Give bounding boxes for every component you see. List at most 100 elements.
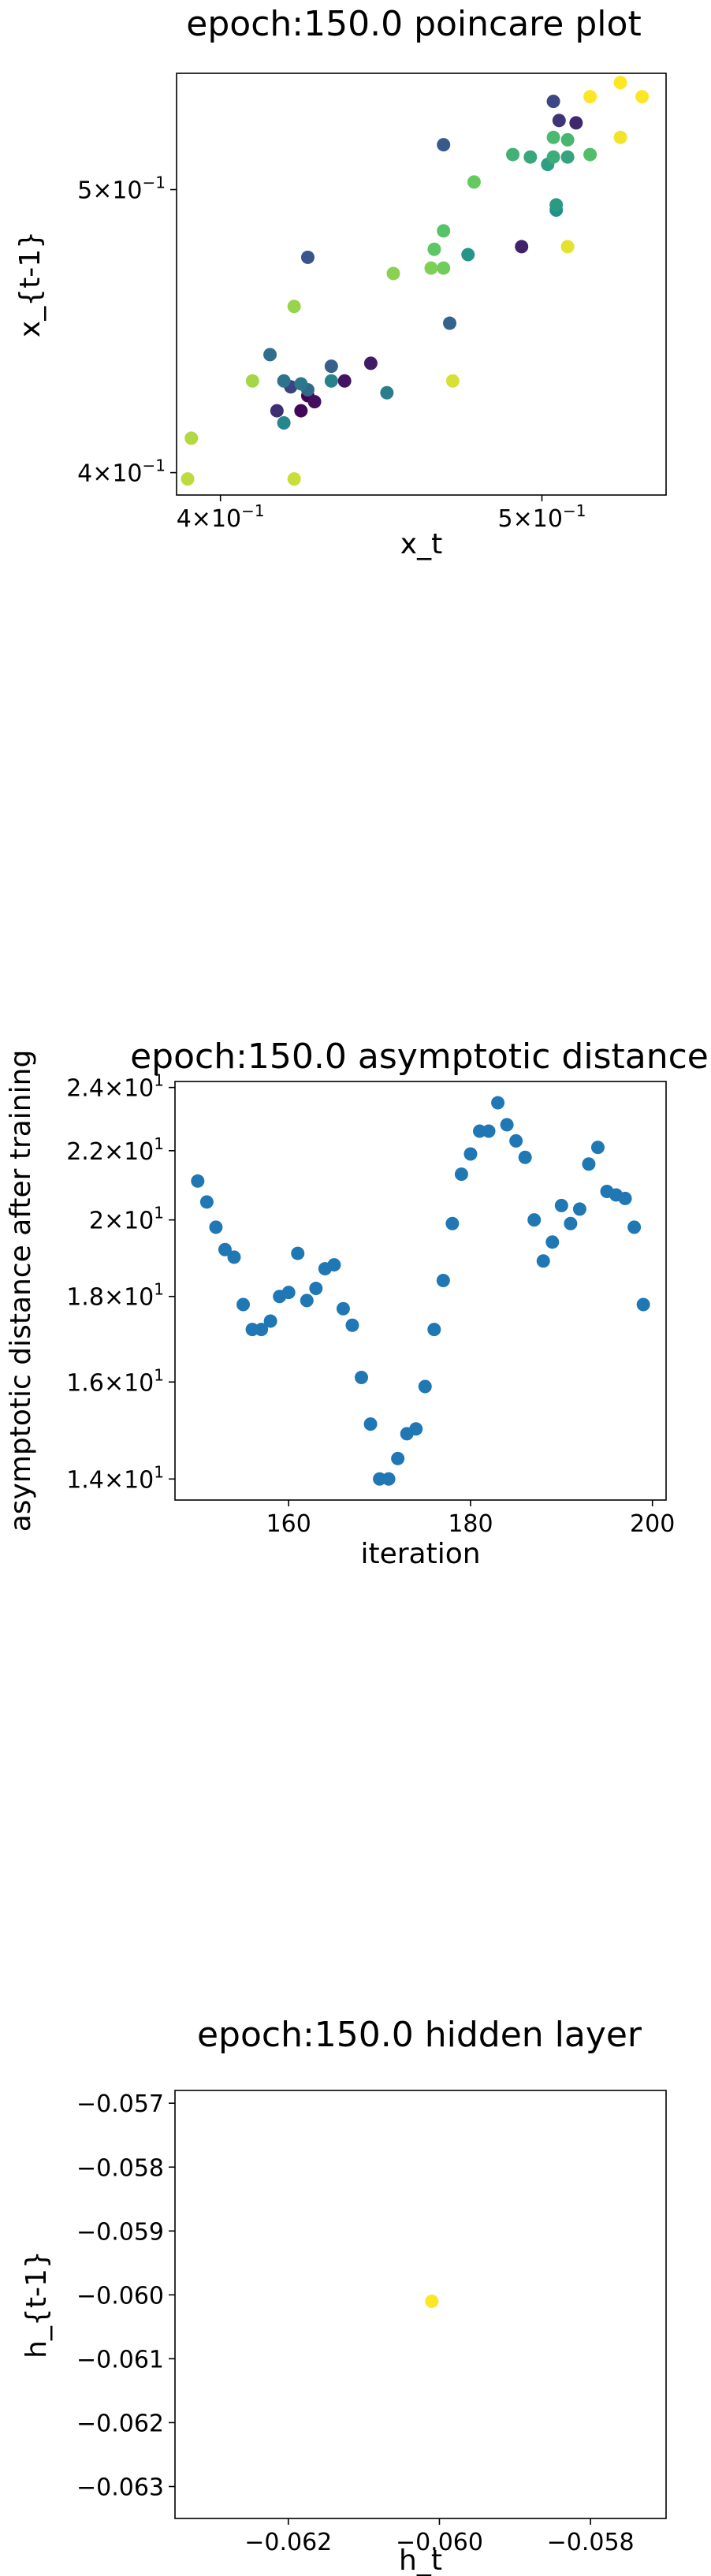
data-point [191,1174,205,1188]
data-point [554,1198,568,1212]
data-point [424,261,438,275]
data-point [345,1318,359,1332]
data-point [291,1246,305,1260]
x-tick-label: 200 [630,1510,675,1538]
data-point [618,1191,632,1205]
data-point [583,90,597,104]
data-point [445,374,460,388]
data-point [277,415,291,430]
x-tick-label: 180 [448,1510,493,1538]
y-tick-label-base: 5 [77,177,92,205]
data-point [500,1118,514,1132]
data-point [307,395,322,409]
y-tick-label: −0.059 [76,2218,164,2246]
data-point [181,472,195,486]
data-point [509,1134,523,1148]
y-tick-label-base: 1.4 [66,1466,104,1494]
data-point [336,1301,350,1316]
data-point [506,147,520,162]
data-point [337,374,352,388]
y-tick-label: 2×101 [89,1204,164,1235]
y-tick-label-exponent: 1 [154,1071,164,1090]
data-point [627,1220,642,1234]
data-point [363,356,378,370]
x-tick-label: −0.060 [396,2529,483,2556]
data-point [425,2294,439,2308]
y-tick-label-base: 4 [77,460,92,488]
data-point [583,147,597,162]
y-tick-label-ten: 10 [124,1138,154,1166]
data-point [552,114,566,128]
data-point [309,1282,323,1296]
y-tick-label-times: × [92,460,112,488]
chart-title: epoch:150.0 asymptotic distance [130,1037,709,1077]
data-point [218,1242,232,1256]
data-point [281,1286,296,1300]
y-tick-label-ten: 10 [124,1075,154,1103]
y-tick-label-ten: 10 [124,1208,154,1235]
y-tick-label-times: × [104,1466,124,1494]
plot-frame [176,73,667,496]
data-point [270,404,284,418]
y-tick-label-times: × [104,1284,124,1312]
y-tick-label: 1.8×101 [66,1280,164,1312]
y-tick-label-base: 1.8 [66,1284,104,1312]
x-axis-label: h_t [399,2544,442,2576]
y-tick-label-times: × [104,1075,124,1103]
data-point [445,1216,460,1230]
asymptotic-distance-chart: epoch:150.0 asymptotic distance 160 180 200… [5,1037,709,1570]
y-tick-label: 5×10−1 [77,173,166,205]
x-tick-label-base: 5 [498,505,513,533]
data-point [527,1213,542,1227]
data-point [545,1235,560,1249]
x-tick-label-exponent: −1 [241,501,264,520]
y-tick-label-exponent: −1 [143,173,166,192]
data-point [613,130,627,144]
x-tick-label: 160 [266,1510,311,1538]
y-tick-label: −0.063 [76,2474,164,2501]
data-point [636,1297,650,1312]
data-point [482,1124,496,1138]
y-tick-label-base: 2 [89,1208,104,1235]
data-point [515,240,529,254]
data-point [380,385,394,400]
y-tick-label-exponent: 1 [154,1204,164,1223]
data-point [355,1371,369,1385]
data-point [546,150,560,164]
data-point [294,404,308,418]
data-point [209,1220,223,1234]
data-point [418,1379,432,1394]
y-tick-label-times: × [104,1369,124,1397]
data-point [263,348,277,362]
data-point [427,1323,441,1337]
data-point [569,116,583,130]
y-axis-label: asymptotic distance after training [5,1050,37,1532]
data-point [560,240,575,254]
y-tick-label: −0.061 [76,2346,164,2373]
y-tick-label-times: × [104,1138,124,1166]
data-point [263,1314,277,1328]
y-axis-label: x_{t-1} [14,231,47,337]
y-tick-label-ten: 10 [124,1284,154,1312]
data-point [427,242,441,256]
x-tick-label: 5×10−1 [498,501,586,533]
data-point [236,1297,251,1312]
data-point [184,431,199,445]
y-tick-label-exponent: −1 [143,456,166,475]
y-tick-label-times: × [104,1208,124,1235]
data-point [635,90,650,104]
data-point [572,1202,586,1216]
data-point [277,374,291,388]
y-tick-label-ten: 10 [124,1466,154,1494]
data-point [536,1254,550,1268]
y-tick-label-times: × [92,177,112,205]
y-tick-label-exponent: 1 [154,1462,164,1481]
y-tick-label-exponent: 1 [154,1280,164,1299]
y-tick-label: 4×10−1 [77,456,166,488]
y-tick-label: 2.4×101 [66,1071,164,1103]
data-point [454,1167,468,1182]
data-point [300,1294,314,1308]
hidden-layer-chart: epoch:150.0 hidden layer −0.062 −0.060 −0.0… [20,2015,667,2576]
data-point [294,377,308,391]
x-axis-label: iteration [360,1538,480,1570]
